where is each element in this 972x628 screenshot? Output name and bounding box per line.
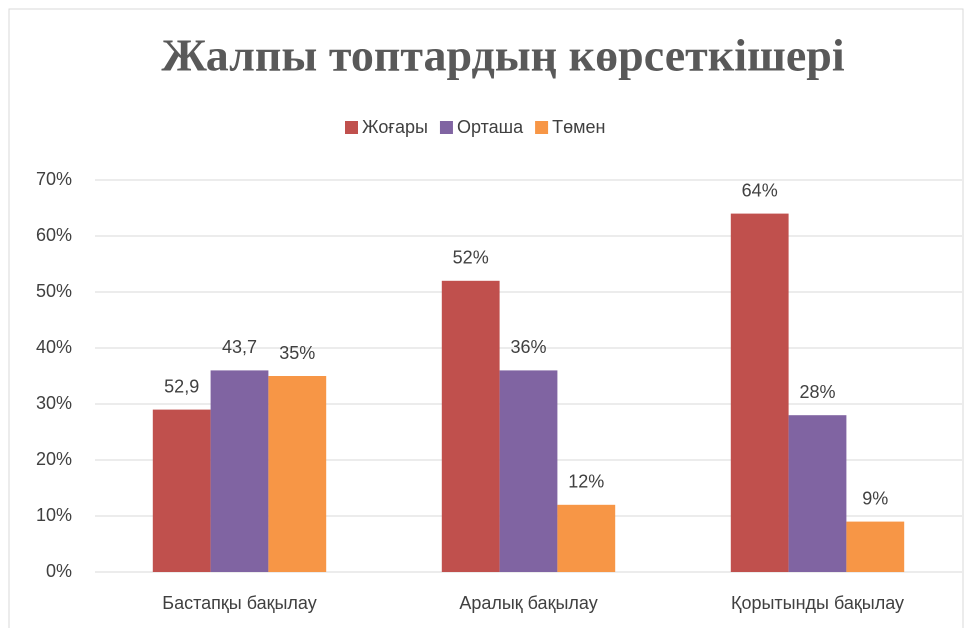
y-tick-label: 0% bbox=[46, 561, 72, 581]
bar bbox=[557, 504, 616, 572]
y-tick-label: 70% bbox=[36, 169, 72, 189]
y-tick-label: 40% bbox=[36, 337, 72, 357]
bar bbox=[268, 376, 327, 572]
y-tick-label: 30% bbox=[36, 393, 72, 413]
x-tick-label: Бастапқы бақылау bbox=[162, 593, 316, 613]
legend-label: Жоғары bbox=[362, 117, 428, 137]
legend-swatch bbox=[535, 121, 549, 134]
bar bbox=[846, 521, 905, 572]
data-label: 35% bbox=[279, 343, 315, 363]
y-tick-label: 10% bbox=[36, 505, 72, 525]
data-label: 52% bbox=[453, 248, 489, 268]
y-tick-label: 60% bbox=[36, 225, 72, 245]
data-label: 28% bbox=[799, 382, 835, 402]
bar bbox=[152, 409, 211, 572]
y-tick-label: 20% bbox=[36, 449, 72, 469]
x-tick-label: Аралық бақылау bbox=[459, 593, 597, 613]
legend-label: Төмен bbox=[552, 117, 605, 137]
bar bbox=[499, 370, 558, 572]
annotation: 43,7 bbox=[222, 337, 257, 357]
legend-swatch bbox=[439, 121, 453, 134]
x-tick-label: Қорытынды бақылау bbox=[731, 593, 904, 613]
y-tick-label: 50% bbox=[36, 281, 72, 301]
data-label: 36% bbox=[510, 337, 546, 357]
bar bbox=[730, 213, 789, 572]
bar bbox=[788, 415, 847, 572]
legend-label: Орташа bbox=[457, 117, 524, 137]
bar bbox=[441, 280, 500, 572]
data-label: 64% bbox=[742, 180, 778, 200]
annotation: 52,9 bbox=[164, 376, 199, 396]
data-label: 9% bbox=[862, 488, 888, 508]
chart-title: Жалпы топтардың көрсеткішері bbox=[161, 30, 844, 81]
data-label: 12% bbox=[568, 472, 604, 492]
bar bbox=[210, 370, 269, 572]
legend-swatch bbox=[345, 121, 358, 134]
chart-frame bbox=[8, 8, 964, 628]
